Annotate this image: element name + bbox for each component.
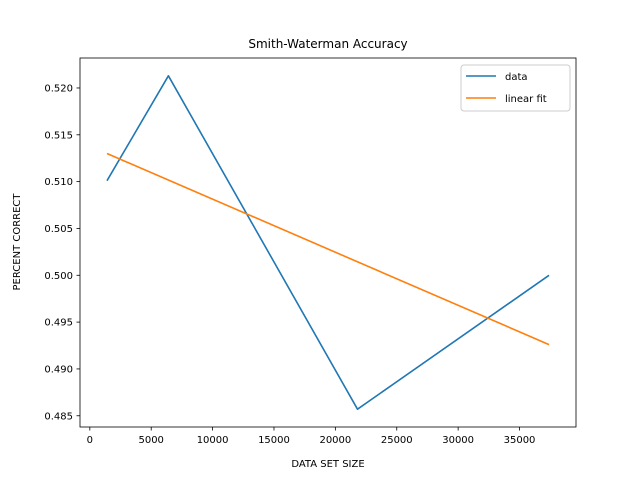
x-tick-label: 35000: [504, 435, 536, 446]
series-line-data: [106, 75, 550, 411]
y-tick-label: 0.505: [44, 224, 73, 235]
y-tick-label: 0.510: [44, 177, 73, 188]
series-lines: [106, 75, 550, 411]
y-tick-label: 0.485: [44, 411, 73, 422]
y-tick-label: 0.520: [44, 83, 73, 94]
x-tick-label: 20000: [319, 435, 351, 446]
x-tick-label: 5000: [138, 435, 163, 446]
y-axis-label: PERCENT CORRECT: [12, 193, 23, 291]
y-tick-label: 0.515: [44, 130, 73, 141]
y-tick-label: 0.495: [44, 318, 73, 329]
y-axis: 0.485 0.490 0.495 0.500 0.505 0.510 0.515 0.520: [44, 83, 80, 422]
plot-area: 0 5000 10000 15000 20000 25000 30000 35000 0.48…: [44, 57, 577, 446]
legend-label-data: data: [505, 72, 528, 83]
y-tick-label: 0.500: [44, 271, 73, 282]
x-tick-label: 30000: [442, 435, 474, 446]
x-tick-label: 0: [87, 435, 93, 446]
legend-label-linear-fit: linear fit: [505, 94, 547, 105]
series-line-linear-fit: [106, 152, 550, 346]
x-tick-label: 15000: [258, 435, 290, 446]
legend: data linear fit: [460, 64, 571, 112]
x-axis-label: DATA SET SIZE: [291, 459, 364, 470]
plot-frame: [79, 57, 577, 428]
x-axis: 0 5000 10000 15000 20000 25000 30000 35000: [87, 427, 536, 446]
chart-title: Smith-Waterman Accuracy: [248, 37, 407, 51]
x-tick-label: 25000: [381, 435, 413, 446]
y-tick-label: 0.490: [44, 364, 73, 375]
x-tick-label: 10000: [197, 435, 229, 446]
